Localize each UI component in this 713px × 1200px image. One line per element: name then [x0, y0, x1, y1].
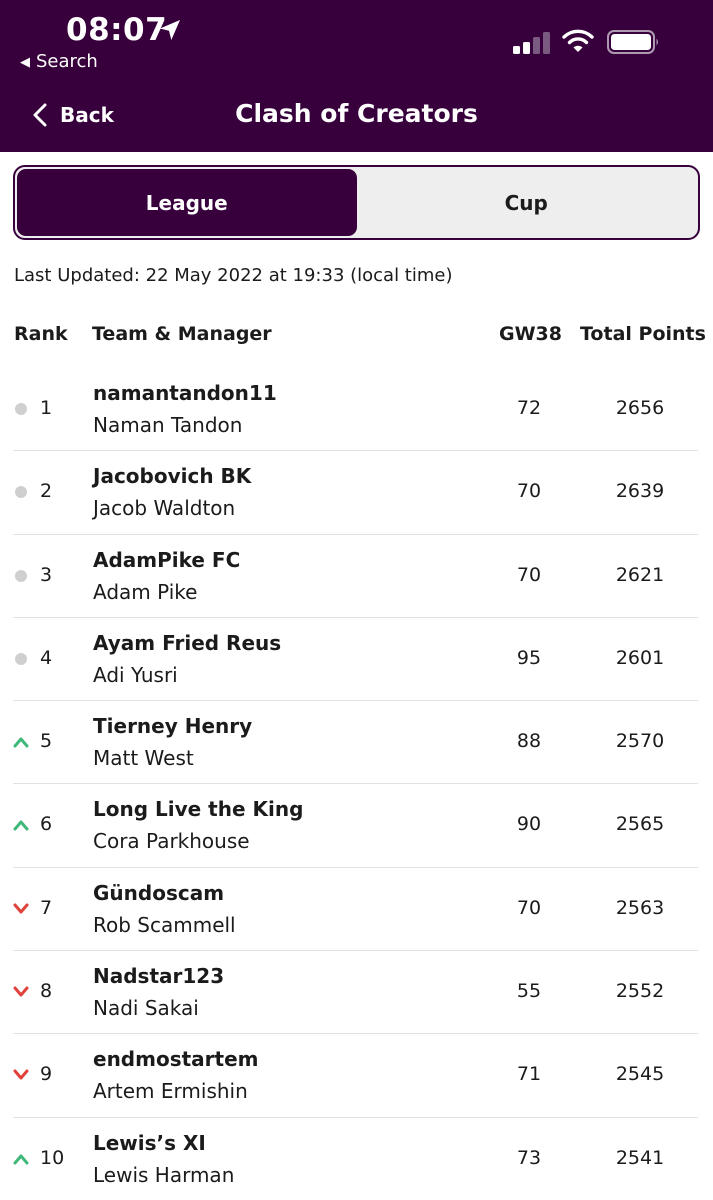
rank-number: 5	[40, 730, 53, 753]
manager-name: Adam Pike	[93, 579, 198, 604]
total-points: 2621	[615, 563, 665, 586]
column-header-total-points: Total Points	[580, 323, 706, 345]
table-row[interactable]: 1 namantandon11 Naman Tandon 72 2656	[13, 368, 698, 452]
gameweek-points: 90	[516, 813, 542, 836]
column-header-team-manager: Team & Manager	[92, 323, 272, 345]
rank-unchanged-icon	[15, 652, 27, 665]
gameweek-points: 95	[516, 646, 542, 669]
team-name[interactable]: Gündoscam	[93, 880, 225, 905]
gameweek-points: 70	[516, 896, 542, 919]
gameweek-points: 72	[516, 397, 542, 419]
total-points: 2541	[615, 1146, 665, 1169]
team-name[interactable]: Jacobovich BK	[93, 464, 252, 489]
total-points: 2565	[615, 813, 665, 836]
manager-name: Rob Scammell	[93, 912, 236, 937]
team-name[interactable]: Nadstar123	[93, 964, 225, 989]
app-header: 08:07 ◀ Search Back Clash of Creators	[0, 0, 713, 152]
table-row[interactable]: 6 Long Live the King Cora Parkhouse 90 2565	[13, 784, 698, 868]
manager-name: Jacob Waldton	[93, 496, 236, 521]
tab-league[interactable]: League	[17, 169, 357, 236]
manager-name: Lewis Harman	[93, 1162, 235, 1187]
table-row[interactable]: 5 Tierney Henry Matt West 88 2570	[13, 701, 698, 785]
team-name[interactable]: Tierney Henry	[93, 714, 253, 739]
gameweek-points: 70	[516, 563, 542, 586]
chevron-left-icon	[33, 103, 47, 127]
back-triangle-icon: ◀	[20, 55, 30, 70]
tab-cup[interactable]: Cup	[504, 190, 548, 215]
rank-up-icon	[13, 737, 29, 748]
table-row[interactable]: 2 Jacobovich BK Jacob Waldton 70 2639	[13, 451, 698, 535]
gameweek-points: 55	[516, 980, 542, 1003]
total-points: 2545	[615, 1063, 665, 1086]
gameweek-points: 88	[516, 730, 542, 753]
total-points: 2601	[615, 646, 665, 669]
manager-name: Naman Tandon	[93, 413, 243, 437]
manager-name: Cora Parkhouse	[93, 829, 250, 854]
rank-up-icon	[13, 1154, 29, 1165]
team-name[interactable]: Ayam Fried Reus	[93, 630, 282, 655]
team-name[interactable]: namantandon11	[93, 381, 277, 405]
total-points: 2639	[615, 480, 665, 503]
status-time: 08:07	[66, 12, 168, 48]
last-updated-text: Last Updated: 22 May 2022 at 19:33 (loca…	[14, 265, 453, 286]
table-row[interactable]: 4 Ayam Fried Reus Adi Yusri 95 2601	[13, 618, 698, 702]
rank-number: 1	[40, 397, 53, 419]
manager-name: Adi Yusri	[93, 662, 178, 687]
rank-number: 8	[40, 980, 53, 1003]
manager-name: Matt West	[93, 746, 194, 771]
column-header-rank: Rank	[14, 323, 68, 345]
back-label: Back	[60, 103, 114, 127]
league-cup-toggle: League Cup	[13, 165, 700, 240]
manager-name: Artem Ermishin	[93, 1079, 248, 1104]
battery-icon	[607, 30, 658, 54]
team-name[interactable]: AdamPike FC	[93, 547, 241, 572]
rank-unchanged-icon	[15, 403, 27, 415]
rank-down-icon	[13, 986, 29, 997]
location-arrow-icon	[160, 20, 180, 40]
team-name[interactable]: endmostartem	[93, 1047, 259, 1072]
rank-number: 10	[40, 1146, 65, 1169]
rank-number: 7	[40, 896, 53, 919]
return-app-label: Search	[36, 51, 98, 72]
gameweek-points: 73	[516, 1146, 542, 1169]
cellular-signal-icon	[513, 30, 551, 54]
total-points: 2552	[615, 980, 665, 1003]
table-row[interactable]: 9 endmostartem Artem Ermishin 71 2545	[13, 1034, 698, 1118]
team-name[interactable]: Long Live the King	[93, 797, 304, 822]
gameweek-points: 70	[516, 480, 542, 503]
rank-unchanged-icon	[15, 569, 27, 582]
rank-up-icon	[13, 820, 29, 831]
rank-down-icon	[13, 903, 29, 914]
rank-number: 3	[40, 563, 53, 586]
total-points: 2570	[615, 730, 665, 753]
rank-number: 4	[40, 646, 53, 669]
rank-number: 9	[40, 1063, 53, 1086]
manager-name: Nadi Sakai	[93, 996, 199, 1021]
column-header-gw38: GW38	[499, 323, 562, 345]
standings-table: 1 namantandon11 Naman Tandon 72 2656 2 Jacobov…	[0, 368, 713, 1200]
wifi-icon	[562, 29, 594, 52]
rank-number: 2	[40, 480, 53, 503]
table-row[interactable]: 8 Nadstar123 Nadi Sakai 55 2552	[13, 951, 698, 1035]
table-row[interactable]: 7 Gündoscam Rob Scammell 70 2563	[13, 868, 698, 952]
return-to-search[interactable]: ◀ Search	[20, 51, 98, 72]
total-points: 2656	[615, 397, 665, 419]
rank-down-icon	[13, 1069, 29, 1080]
table-row[interactable]: 10 Lewis’s XI Lewis Harman 73 2541	[13, 1118, 698, 1200]
team-name[interactable]: Lewis’s XI	[93, 1130, 206, 1155]
gameweek-points: 71	[516, 1063, 542, 1086]
table-row[interactable]: 3 AdamPike FC Adam Pike 70 2621	[13, 535, 698, 618]
back-button[interactable]: Back	[32, 100, 114, 130]
total-points: 2563	[615, 896, 665, 919]
rank-unchanged-icon	[15, 486, 27, 499]
rank-number: 6	[40, 813, 53, 836]
